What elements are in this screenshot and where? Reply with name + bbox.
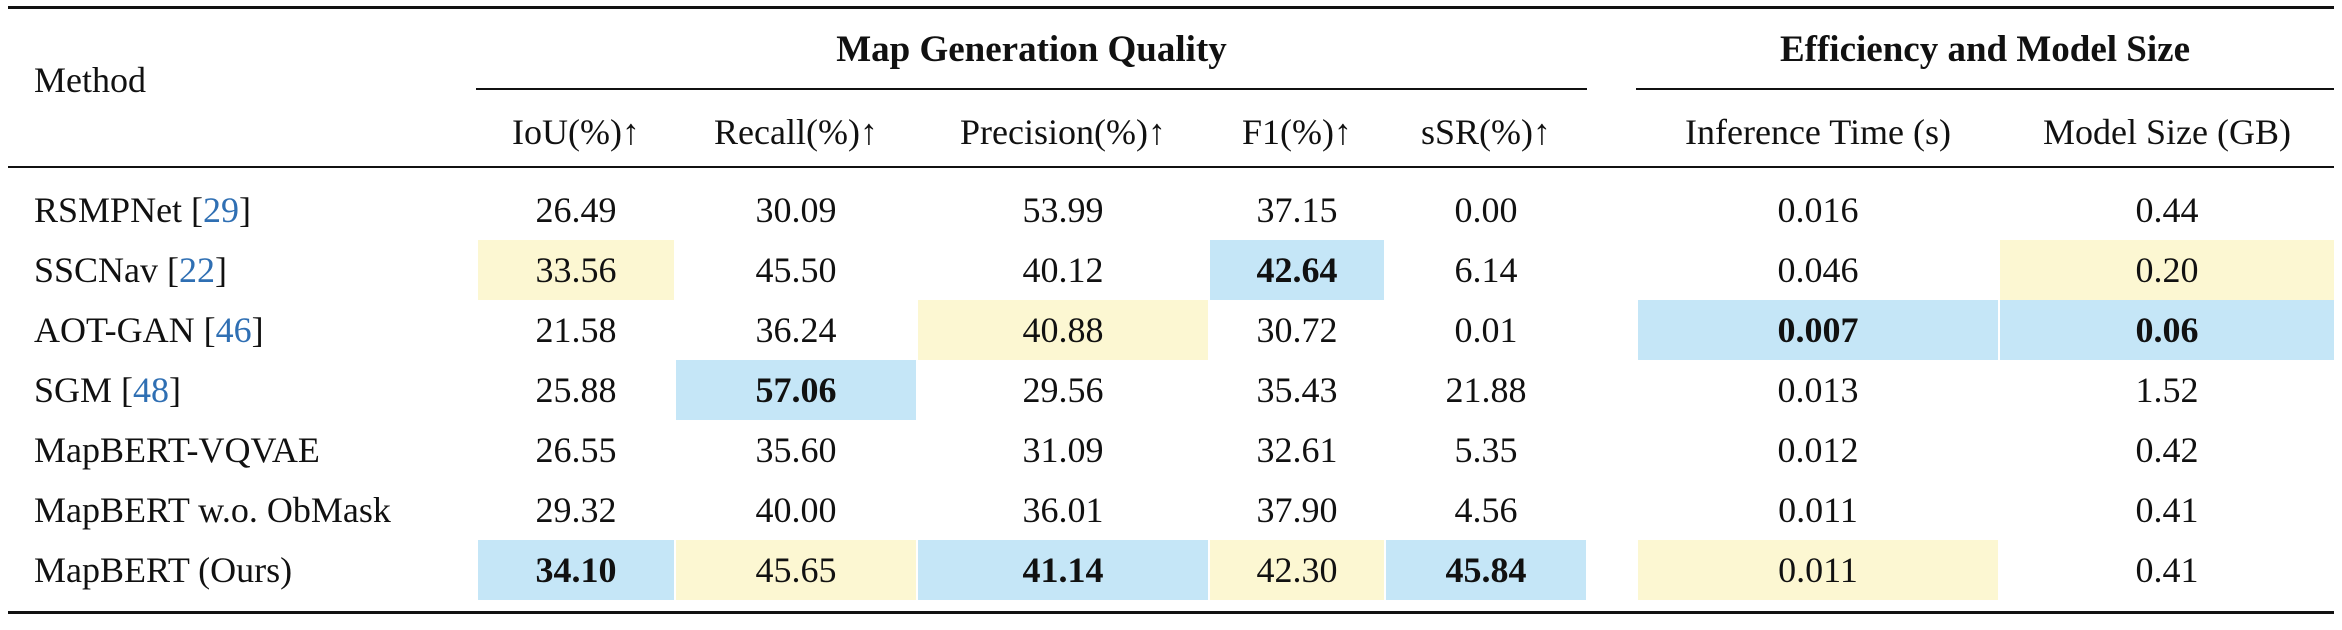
cell-model-size: 0.41 bbox=[2135, 490, 2199, 530]
citation-link[interactable]: 48 bbox=[133, 370, 170, 410]
col-header-inference-time: Inference Time (s) bbox=[1685, 112, 1951, 152]
citation-bracket: ] bbox=[169, 370, 182, 410]
cell-ssr: 5.35 bbox=[1454, 430, 1518, 470]
cell-precision: 53.99 bbox=[1022, 190, 1104, 230]
cell-ssr: 0.00 bbox=[1454, 190, 1518, 230]
method-name: SSCNav [22] bbox=[34, 240, 474, 300]
cell-iou: 33.56 bbox=[478, 240, 674, 300]
cell-f1: 37.90 bbox=[1256, 490, 1338, 530]
cell-f1: 30.72 bbox=[1256, 310, 1338, 350]
cell-model-size: 0.41 bbox=[2135, 550, 2199, 590]
citation-link[interactable]: 22 bbox=[179, 250, 216, 290]
citation-bracket: ] bbox=[251, 310, 264, 350]
method-label: SGM bbox=[34, 370, 113, 410]
col-header-ssr: sSR(%)↑ bbox=[1420, 112, 1551, 152]
method-name: AOT-GAN [46] bbox=[34, 300, 474, 360]
method-label: SSCNav bbox=[34, 250, 159, 290]
citation-bracket: ] bbox=[215, 250, 228, 290]
method-label: RSMPNet bbox=[34, 190, 183, 230]
group-header-efficiency: Efficiency and Model Size bbox=[1779, 29, 2191, 70]
citation-bracket: ] bbox=[239, 190, 252, 230]
cell-iou: 26.55 bbox=[535, 430, 617, 470]
citation-bracket: [ bbox=[112, 370, 134, 410]
cell-ssr: 0.01 bbox=[1454, 310, 1518, 350]
cell-model-size: 0.42 bbox=[2135, 430, 2199, 470]
cell-recall: 40.00 bbox=[755, 490, 837, 530]
cell-inference-time: 0.016 bbox=[1777, 190, 1859, 230]
method-name: MapBERT (Ours) bbox=[34, 540, 474, 600]
method-label: AOT-GAN bbox=[34, 310, 195, 350]
group-rule-quality bbox=[476, 88, 1587, 90]
cell-inference-time: 0.012 bbox=[1777, 430, 1859, 470]
method-name: MapBERT-VQVAE bbox=[34, 420, 474, 480]
method-label: MapBERT (Ours) bbox=[34, 550, 293, 590]
top-rule bbox=[8, 6, 2334, 9]
cell-ssr: 6.14 bbox=[1454, 250, 1518, 290]
cell-ssr: 45.84 bbox=[1386, 540, 1586, 600]
cell-inference-time: 0.011 bbox=[1638, 540, 1998, 600]
cell-precision: 36.01 bbox=[1022, 490, 1104, 530]
cell-recall: 30.09 bbox=[755, 190, 837, 230]
cell-model-size: 1.52 bbox=[2135, 370, 2199, 410]
cell-iou: 25.88 bbox=[535, 370, 617, 410]
cell-precision: 40.88 bbox=[918, 300, 1208, 360]
group-rule-efficiency bbox=[1636, 88, 2334, 90]
group-header-quality: Map Generation Quality bbox=[836, 29, 1227, 70]
cell-iou: 34.10 bbox=[478, 540, 674, 600]
cell-precision: 31.09 bbox=[1022, 430, 1104, 470]
cell-recall: 45.50 bbox=[755, 250, 837, 290]
cell-inference-time: 0.013 bbox=[1777, 370, 1859, 410]
cell-inference-time: 0.046 bbox=[1777, 250, 1859, 290]
cell-iou: 21.58 bbox=[535, 310, 617, 350]
cell-precision: 29.56 bbox=[1022, 370, 1104, 410]
cell-recall: 45.65 bbox=[676, 540, 916, 600]
cell-inference-time: 0.011 bbox=[1778, 490, 1858, 530]
cell-iou: 29.32 bbox=[535, 490, 617, 530]
header-rule bbox=[8, 166, 2334, 168]
method-header: Method bbox=[34, 60, 146, 100]
col-header-recall: Recall(%)↑ bbox=[714, 112, 878, 152]
col-header-model-size: Model Size (GB) bbox=[2043, 112, 2291, 152]
cell-f1: 42.64 bbox=[1210, 240, 1384, 300]
cell-iou: 26.49 bbox=[535, 190, 617, 230]
cell-precision: 40.12 bbox=[1022, 250, 1104, 290]
cell-model-size: 0.06 bbox=[2000, 300, 2334, 360]
method-name: MapBERT w.o. ObMask bbox=[34, 480, 474, 540]
cell-inference-time: 0.007 bbox=[1638, 300, 1998, 360]
citation-bracket: [ bbox=[182, 190, 204, 230]
cell-f1: 32.61 bbox=[1256, 430, 1338, 470]
citation-link[interactable]: 46 bbox=[215, 310, 252, 350]
col-header-f1: F1(%)↑ bbox=[1242, 112, 1352, 152]
citation-bracket: [ bbox=[158, 250, 180, 290]
cell-f1: 35.43 bbox=[1256, 370, 1338, 410]
cell-model-size: 0.44 bbox=[2135, 190, 2199, 230]
cell-recall: 57.06 bbox=[676, 360, 916, 420]
method-label: MapBERT-VQVAE bbox=[34, 430, 320, 470]
method-name: SGM [48] bbox=[34, 360, 474, 420]
col-header-iou: IoU(%)↑ bbox=[512, 112, 640, 152]
method-label: MapBERT w.o. ObMask bbox=[34, 490, 391, 530]
citation-link[interactable]: 29 bbox=[203, 190, 240, 230]
cell-f1: 37.15 bbox=[1256, 190, 1338, 230]
cell-recall: 36.24 bbox=[755, 310, 837, 350]
cell-ssr: 21.88 bbox=[1445, 370, 1527, 410]
cell-precision: 41.14 bbox=[918, 540, 1208, 600]
col-header-precision: Precision(%)↑ bbox=[960, 112, 1166, 152]
method-name: RSMPNet [29] bbox=[34, 180, 474, 240]
cell-model-size: 0.20 bbox=[2000, 240, 2334, 300]
bottom-rule bbox=[8, 611, 2334, 614]
citation-bracket: [ bbox=[194, 310, 216, 350]
cell-f1: 42.30 bbox=[1210, 540, 1384, 600]
cell-recall: 35.60 bbox=[755, 430, 837, 470]
cell-ssr: 4.56 bbox=[1454, 490, 1518, 530]
